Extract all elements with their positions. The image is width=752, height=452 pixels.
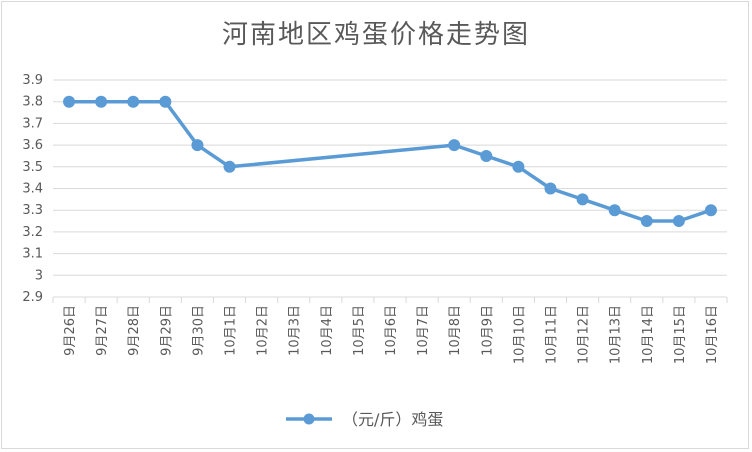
y-tick-label: 3.4 bbox=[22, 182, 43, 197]
data-point bbox=[191, 139, 204, 152]
x-tick-label: 10月9日 bbox=[480, 305, 495, 356]
series-line bbox=[69, 99, 712, 223]
y-tick-label: 3.1 bbox=[22, 247, 43, 262]
x-tick-label: 10月15日 bbox=[673, 305, 688, 364]
data-point bbox=[512, 160, 525, 173]
x-tick-label: 10月11日 bbox=[544, 305, 559, 364]
y-tick-label: 3.5 bbox=[22, 160, 43, 175]
x-tick-label: 10月8日 bbox=[448, 305, 463, 356]
data-point bbox=[576, 193, 589, 206]
y-tick-label: 3.3 bbox=[22, 203, 43, 218]
x-tick-label: 10月3日 bbox=[288, 305, 303, 356]
y-tick-label: 3 bbox=[35, 268, 43, 283]
legend-label: （元/斤）鸡蛋 bbox=[342, 410, 443, 429]
data-point bbox=[608, 204, 621, 217]
x-tick-label: 9月27日 bbox=[95, 305, 110, 356]
x-tick-label: 10月10日 bbox=[512, 305, 527, 364]
data-point bbox=[448, 139, 461, 152]
x-tick-label: 10月5日 bbox=[352, 305, 367, 356]
chart-title: 河南地区鸡蛋价格走势图 bbox=[221, 20, 530, 50]
x-tick-label: 9月30日 bbox=[191, 305, 206, 356]
data-point bbox=[704, 204, 717, 217]
y-tick-label: 3.8 bbox=[22, 95, 43, 110]
data-point bbox=[640, 215, 653, 228]
data-point bbox=[95, 95, 108, 108]
data-point bbox=[63, 95, 76, 108]
x-tick-label: 10月1日 bbox=[224, 305, 239, 356]
x-tick-label: 10月6日 bbox=[384, 305, 399, 356]
x-tick-label: 10月13日 bbox=[609, 305, 624, 364]
x-tick-label: 10月4日 bbox=[320, 305, 335, 356]
x-tick-label: 10月16日 bbox=[705, 305, 720, 364]
data-point bbox=[159, 95, 172, 108]
x-tick-label: 10月7日 bbox=[416, 305, 431, 356]
y-tick-label: 3.2 bbox=[22, 225, 43, 240]
y-tick-label: 3.7 bbox=[22, 116, 43, 131]
x-tick-label: 10月12日 bbox=[577, 305, 592, 364]
data-point bbox=[544, 182, 557, 195]
y-tick-label: 3.9 bbox=[22, 73, 43, 88]
y-tick-label: 3.6 bbox=[22, 138, 43, 153]
x-tick-label: 9月26日 bbox=[63, 305, 78, 356]
data-point bbox=[223, 160, 236, 173]
x-tick-label: 9月28日 bbox=[127, 305, 142, 356]
x-tick-label: 10月14日 bbox=[641, 305, 656, 364]
legend-marker bbox=[303, 413, 315, 425]
x-tick-label: 10月2日 bbox=[256, 305, 271, 356]
data-point bbox=[127, 95, 140, 108]
x-tick-label: 9月29日 bbox=[159, 305, 174, 356]
data-point bbox=[480, 149, 493, 162]
data-point bbox=[672, 215, 685, 228]
y-tick-label: 2.9 bbox=[22, 290, 43, 305]
